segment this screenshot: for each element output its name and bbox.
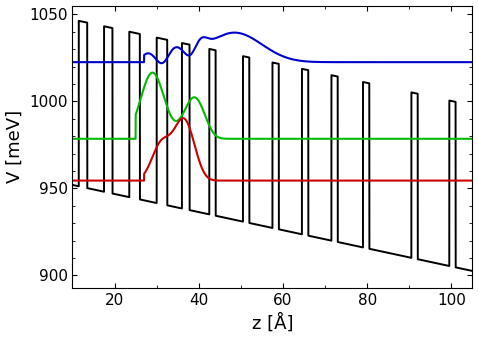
X-axis label: z [Å]: z [Å] bbox=[252, 313, 293, 333]
Y-axis label: V [meV]: V [meV] bbox=[6, 110, 23, 183]
